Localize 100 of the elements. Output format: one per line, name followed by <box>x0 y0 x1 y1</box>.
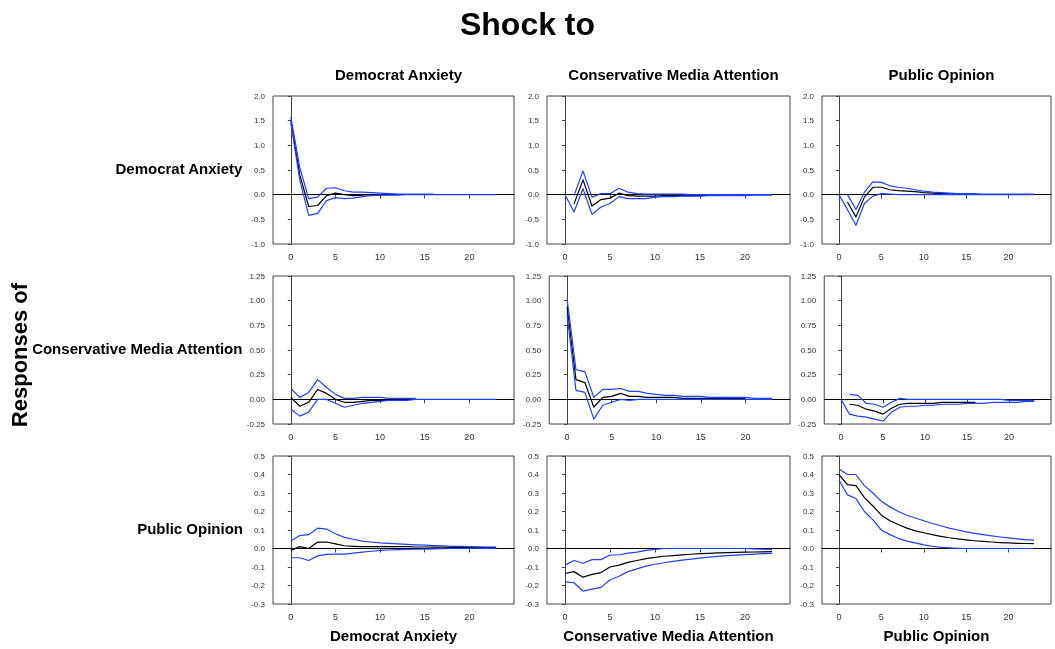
y-tick-label: 0.2 <box>527 507 540 516</box>
y-tick-label: -0.25 <box>246 419 266 429</box>
y-tick-label: 0.0 <box>253 190 266 200</box>
x-tick-label: 10 <box>918 611 929 622</box>
y-tick-label: 0.25 <box>525 370 542 380</box>
x-tick-label: 15 <box>962 431 973 442</box>
y-tick-label: -0.3 <box>525 599 540 609</box>
x-tick-label: 10 <box>651 431 662 442</box>
y-tick-label: 2.0 <box>802 91 815 101</box>
y-tick-label: 0.1 <box>527 525 540 535</box>
x-tick-label: 0 <box>562 611 568 622</box>
y-tick-label: -0.2 <box>251 581 266 590</box>
y-tick-label: 0.4 <box>802 470 815 479</box>
y-tick-label: 0.00 <box>800 394 817 404</box>
x-tick-label: 10 <box>918 251 929 262</box>
x-tick-label: 10 <box>649 251 661 262</box>
x-tick-label: 5 <box>607 251 613 262</box>
y-tick-label: 0.4 <box>527 470 540 479</box>
chart-title: Public Opinion <box>888 66 995 83</box>
y-tick-label: 0.0 <box>253 544 266 553</box>
y-tick-label: -0.3 <box>251 599 266 609</box>
x-tick-label: 5 <box>878 611 884 622</box>
y-tick-label: -0.2 <box>525 581 540 590</box>
chart-title: Conservative Media Attention <box>568 66 779 83</box>
x-tick-label: 20 <box>739 611 751 622</box>
x-tick-label: 15 <box>419 431 430 442</box>
y-tick-label: 0.75 <box>800 320 817 330</box>
x-tick-label: 5 <box>332 431 338 442</box>
y-tick-label: 1.25 <box>525 271 542 281</box>
x-tick-label: 0 <box>564 431 570 442</box>
x-tick-label: 10 <box>375 431 386 442</box>
x-tick-label: 5 <box>607 611 613 622</box>
y-tick-label: 0.5 <box>802 451 815 461</box>
y-tick-label: 0.0 <box>802 544 815 553</box>
x-tick-label: 10 <box>375 611 386 622</box>
y-tick-label: -0.1 <box>525 562 540 572</box>
y-tick-label: 0.2 <box>802 507 815 516</box>
x-tick-label: 10 <box>649 611 661 622</box>
y-tick-label: 0.5 <box>253 451 266 461</box>
x-tick-label: 15 <box>419 251 430 262</box>
y-tick-label: 0.00 <box>249 394 266 404</box>
x-tick-label: 20 <box>1003 611 1014 622</box>
y-tick-label: 0.5 <box>253 165 266 175</box>
x-tick-label: 10 <box>920 431 931 442</box>
text: Shock to <box>458 6 597 43</box>
y-tick-label: 0.5 <box>527 165 540 175</box>
y-tick-label: -0.25 <box>798 419 817 429</box>
y-axis-title: Public Opinion <box>137 520 243 537</box>
y-tick-label: 0.5 <box>802 165 815 175</box>
y-tick-label: -0.2 <box>800 581 815 590</box>
text: Responses of <box>7 282 33 428</box>
y-tick-label: 1.00 <box>249 296 266 306</box>
x-axis-title: Public Opinion <box>883 627 990 644</box>
x-tick-label: 20 <box>1004 431 1015 442</box>
x-axis-title: Democrat Anxiety <box>330 627 458 644</box>
x-tick-label: 20 <box>1003 251 1014 262</box>
x-tick-label: 15 <box>694 251 706 262</box>
y-tick-label: -1.0 <box>251 239 266 249</box>
y-tick-label: 1.0 <box>802 140 815 150</box>
y-tick-label: 0.25 <box>800 370 817 380</box>
y-tick-label: 1.5 <box>527 116 540 126</box>
y-tick-label: 1.0 <box>253 140 266 150</box>
y-tick-label: -0.1 <box>251 562 266 572</box>
y-tick-label: -0.25 <box>523 419 542 429</box>
y-tick-label: 1.0 <box>527 140 540 150</box>
y-tick-label: 0.4 <box>253 470 266 479</box>
y-tick-label: 0.1 <box>253 525 266 535</box>
x-tick-label: 0 <box>836 251 842 262</box>
y-axis-title: Democrat Anxiety <box>115 160 244 177</box>
x-tick-label: 5 <box>609 431 615 442</box>
y-tick-label: 0.1 <box>802 525 815 535</box>
y-tick-label: 1.25 <box>800 271 817 281</box>
x-tick-label: 0 <box>288 431 294 442</box>
y-tick-label: 2.0 <box>527 91 540 101</box>
x-tick-label: 0 <box>288 251 294 262</box>
x-tick-label: 20 <box>464 431 475 442</box>
y-tick-label: 1.5 <box>802 116 815 126</box>
x-tick-label: 5 <box>878 251 884 262</box>
x-tick-label: 15 <box>419 611 430 622</box>
y-tick-label: -0.5 <box>800 214 815 224</box>
chart-title: Democrat Anxiety <box>335 66 463 83</box>
y-tick-label: 0.0 <box>802 190 815 200</box>
y-tick-label: 1.00 <box>525 296 542 306</box>
x-tick-label: 15 <box>961 251 972 262</box>
y-tick-label: -0.5 <box>525 214 540 224</box>
x-tick-label: 0 <box>288 611 294 622</box>
y-tick-label: -1.0 <box>525 239 540 249</box>
y-tick-label: 0.3 <box>527 488 540 498</box>
x-tick-label: 15 <box>694 611 706 622</box>
x-tick-label: 10 <box>375 251 386 262</box>
x-tick-label: 15 <box>961 611 972 622</box>
y-tick-label: 0.3 <box>802 488 815 498</box>
y-axis-title: Conservative Media Attention <box>32 340 243 357</box>
x-tick-label: 5 <box>880 431 886 442</box>
y-tick-label: 2.0 <box>253 91 266 101</box>
y-tick-label: 0.2 <box>253 507 266 516</box>
x-tick-label: 20 <box>464 251 475 262</box>
y-tick-label: 0.3 <box>253 488 266 498</box>
x-tick-label: 20 <box>739 251 751 262</box>
x-tick-label: 0 <box>838 431 844 442</box>
